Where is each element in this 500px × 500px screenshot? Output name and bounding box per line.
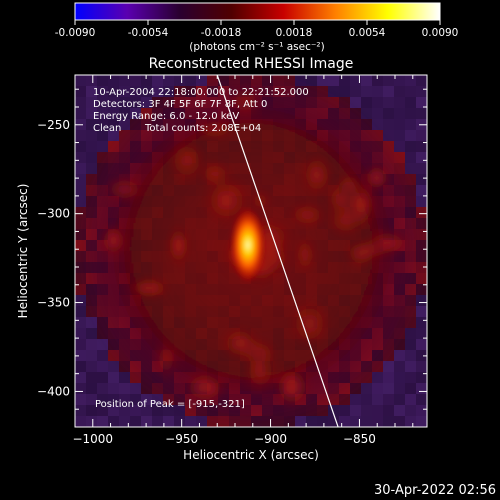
x-tick-label: −900 — [254, 432, 287, 446]
x-tick-label: −950 — [165, 432, 198, 446]
peak-source — [229, 207, 266, 283]
annotation-time: 10-Apr-2004 22:18:00.000 to 22:21:52.000 — [93, 87, 309, 98]
footer-date: 30-Apr-2022 02:56 — [374, 483, 496, 498]
x-axis-label: Heliocentric X (arcsec) — [183, 448, 319, 462]
x-tick-label: −1000 — [72, 432, 113, 446]
y-tick-label: −400 — [37, 384, 70, 398]
y-axis-label: Heliocentric Y (arcsec) — [16, 184, 30, 319]
emission-blobs — [99, 80, 412, 410]
colorbar-tick-label: -0.0018 — [201, 27, 242, 39]
colorbar-tick-label: -0.0054 — [128, 27, 169, 39]
y-tick-label: −300 — [37, 207, 70, 221]
chart-title: Reconstructed RHESSI Image — [149, 56, 354, 72]
y-axis-ticks: −250 −300 −350 −400 — [37, 88, 427, 410]
solar-limb-line — [216, 75, 339, 427]
annotation-detectors: Detectors: 3F 4F 5F 6F 7F 8F, Att 0 — [93, 99, 267, 110]
annotation-counts: Total counts: 2.08E+04 — [144, 123, 261, 134]
y-tick-label: −350 — [37, 296, 70, 310]
colorbar-unit-label: (photons cm⁻² s⁻¹ asec⁻²) — [189, 41, 324, 53]
colorbar-tick-label: 0.0018 — [276, 27, 313, 39]
y-tick-label: −250 — [37, 118, 70, 132]
annotation-peak: Position of Peak = [-915,-321] — [95, 399, 245, 410]
colorbar-tick-label: 0.0054 — [349, 27, 386, 39]
colorbar-tick-label: 0.0090 — [422, 27, 459, 39]
annotation-energy: Energy Range: 6.0 - 12.0 keV — [93, 111, 239, 122]
annotation-algorithm: Clean — [93, 123, 121, 134]
plot-frame — [74, 74, 428, 428]
colorbar-tick-label: -0.0090 — [55, 27, 96, 39]
x-axis-ticks: −1000 −950 −900 −850 — [72, 75, 414, 446]
colorbar — [74, 2, 441, 21]
colorbar-ticks: -0.0090 -0.0054 -0.0018 0.0018 0.0054 0.0090 — [55, 20, 459, 39]
heatmap-image — [75, 75, 427, 427]
x-tick-label: −850 — [343, 432, 376, 446]
